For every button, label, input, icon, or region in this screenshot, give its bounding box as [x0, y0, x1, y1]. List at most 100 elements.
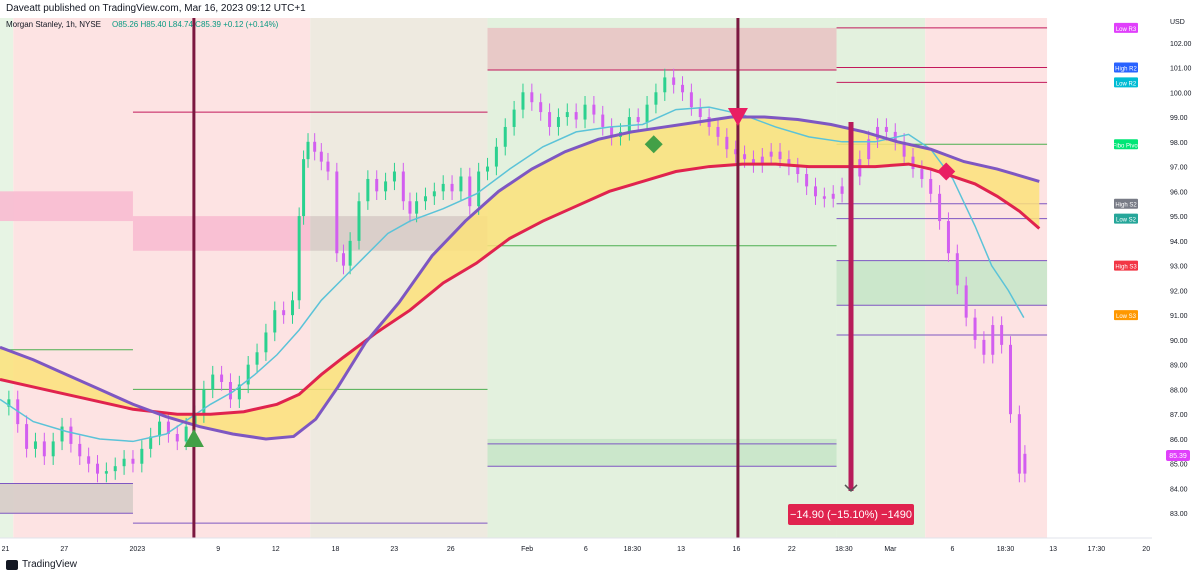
last-price-tag: 85.39 — [1166, 450, 1190, 461]
candle-body-87 — [743, 154, 747, 160]
candle-body-90 — [769, 151, 773, 157]
candle-body-10 — [87, 456, 91, 464]
candle-body-93 — [796, 166, 800, 174]
time-tick-label: 18:30 — [835, 546, 853, 553]
candle-body-29 — [255, 352, 259, 365]
time-tick-label: 6 — [584, 546, 588, 553]
candle-body-54 — [450, 183, 454, 192]
price-tick-label: 99.00 — [1170, 115, 1188, 122]
time-tick-label: 2023 — [130, 546, 146, 553]
candle-body-17 — [149, 436, 153, 449]
candle-body-116 — [1000, 325, 1004, 345]
candle-body-46 — [384, 181, 388, 192]
candle-body-70 — [592, 104, 596, 115]
candle-body-8 — [69, 426, 73, 444]
pivot-label-text: High S3 — [1115, 265, 1137, 271]
measure-arrow-head — [844, 484, 858, 493]
price-tick-label: 92.00 — [1170, 288, 1188, 295]
candle-body-56 — [468, 176, 472, 207]
time-axis[interactable]: 21 27 2023 9 12 18 23 26 Feb 6 18:30 13 16 22 18:30 Mar… — [0, 537, 1152, 553]
tradingview-logo-icon — [6, 560, 18, 570]
candle-body-106 — [911, 156, 915, 170]
price-range-measure[interactable]: −14.90 (−15.10%) −1490 — [788, 122, 914, 525]
candle-body-101 — [867, 139, 871, 160]
candle-body-13 — [113, 466, 117, 472]
candle-body-108 — [929, 178, 933, 194]
candle-body-114 — [982, 339, 986, 355]
candle-body-78 — [663, 77, 667, 93]
candle-body-44 — [366, 178, 370, 202]
candle-body-41 — [341, 253, 345, 266]
price-tick-label: 101.00 — [1170, 66, 1192, 73]
candle-body-107 — [920, 169, 924, 179]
candle-body-103 — [884, 126, 888, 132]
price-tick-label: 88.00 — [1170, 387, 1188, 394]
candle-body-3 — [25, 424, 29, 449]
candle-body-80 — [681, 84, 685, 93]
time-tick-label: 23 — [390, 546, 398, 553]
pivot-label-bg-6 — [1114, 260, 1138, 271]
candle-body-119 — [1023, 453, 1027, 474]
candle-body-48 — [401, 171, 405, 202]
candle-body-61 — [512, 109, 516, 127]
candle-body-26 — [228, 382, 232, 400]
price-chart[interactable]: −14.90 (−15.10%) −1490 Morgan Stanley, 1… — [0, 18, 1200, 556]
candle-body-74 — [627, 117, 631, 132]
candle-body-117 — [1008, 344, 1012, 415]
time-tick-label: 20 — [1142, 546, 1150, 553]
price-tick-label: 83.00 — [1170, 511, 1188, 518]
background-band-0 — [0, 18, 14, 538]
candle-body-52 — [432, 191, 436, 197]
time-tick-label: 18:30 — [997, 546, 1015, 553]
pivot-label-text: Low R2 — [1116, 81, 1137, 87]
candle-body-97 — [831, 193, 835, 199]
candle-body-72 — [610, 126, 614, 137]
price-tick-label: 96.00 — [1170, 189, 1188, 196]
signal-marker-diamond-3 — [937, 162, 956, 181]
candle-body-62 — [521, 92, 525, 110]
time-tick-label: 21 — [2, 546, 10, 553]
signal-marker-triangle-up-0 — [183, 428, 204, 447]
candle-body-95 — [813, 186, 817, 197]
measure-label-text: −14.90 (−15.10%) −1490 — [790, 509, 912, 521]
candle-body-32 — [282, 310, 286, 316]
pivot-label-bg-2 — [1114, 77, 1138, 88]
candle-body-40 — [335, 171, 339, 254]
candle-body-89 — [760, 156, 764, 165]
candle-body-34 — [297, 216, 301, 301]
candle-body-110 — [946, 221, 950, 254]
candle-body-4 — [33, 441, 37, 449]
pivot-zone-4 — [487, 27, 837, 70]
price-tick-label: 95.00 — [1170, 214, 1188, 221]
time-tick-label: 6 — [950, 546, 954, 553]
background-band-2 — [310, 18, 488, 538]
time-tick-label: 13 — [1049, 546, 1057, 553]
candle-body-27 — [237, 384, 241, 400]
price-tick-label: 100.00 — [1170, 90, 1192, 97]
candle-body-109 — [938, 193, 942, 222]
pivot-label-text: High S2 — [1115, 203, 1137, 209]
time-tick-label: 17:30 — [1088, 546, 1106, 553]
candle-body-35 — [302, 159, 306, 217]
pivot-label-text: Fibo Pivot — [1113, 143, 1140, 149]
candle-body-88 — [751, 159, 755, 165]
candle-body-83 — [707, 117, 711, 127]
pivot-zone-1 — [0, 483, 133, 514]
candle-body-37 — [313, 141, 317, 152]
time-tick-label: 26 — [447, 546, 455, 553]
candle-body-21 — [184, 426, 188, 442]
price-tick-label: 102.00 — [1170, 41, 1192, 48]
candle-body-105 — [902, 141, 906, 157]
candle-body-38 — [319, 151, 323, 162]
price-tick-label: 90.00 — [1170, 338, 1188, 345]
candle-body-6 — [51, 441, 55, 457]
pivot-label-bg-4 — [1114, 198, 1138, 209]
candle-body-102 — [876, 126, 880, 140]
pivot-zone-6 — [836, 260, 1048, 306]
time-tick-label: 13 — [677, 546, 685, 553]
candle-body-68 — [574, 112, 578, 120]
candle-body-71 — [601, 114, 605, 127]
time-tick-label: Feb — [521, 546, 533, 553]
candle-body-49 — [408, 201, 412, 214]
time-tick-label: 16 — [733, 546, 741, 553]
